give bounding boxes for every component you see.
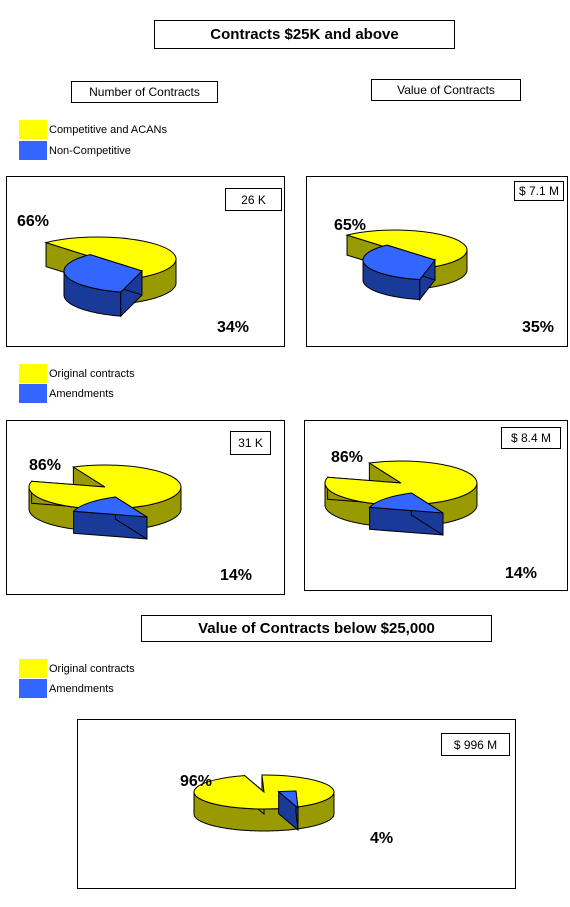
pie-slice-amendments bbox=[277, 790, 299, 832]
legend-label: Amendments bbox=[49, 682, 114, 695]
legend-item-amendments: Amendments bbox=[19, 384, 114, 403]
pie-svg bbox=[28, 464, 182, 540]
total-label: $ 996 M bbox=[441, 733, 510, 756]
legend-item-original: Original contracts bbox=[19, 364, 135, 383]
pie-slice-top bbox=[193, 774, 335, 810]
legend-item-non-competitive: Non-Competitive bbox=[19, 141, 131, 160]
pie-svg bbox=[44, 236, 177, 318]
number-of-contracts-heading: Number of Contracts bbox=[71, 81, 218, 103]
legend-swatch-blue bbox=[19, 679, 47, 698]
data-label-major: 66% bbox=[17, 213, 50, 230]
below-25000-title: Value of Contracts below $25,000 bbox=[141, 615, 492, 642]
total-label: $ 8.4 M bbox=[501, 427, 561, 449]
data-label-minor: 14% bbox=[505, 565, 538, 582]
pie-chart-number-of-contracts: 26 K 66% 34% bbox=[6, 176, 285, 347]
data-label-minor: 14% bbox=[220, 567, 253, 584]
pie-slice-non-competitive bbox=[362, 244, 436, 302]
legend-swatch-yellow bbox=[19, 659, 47, 678]
legend-item-competitive: Competitive and ACANs bbox=[19, 120, 167, 139]
pie-slice-top bbox=[362, 244, 436, 281]
total-label: 31 K bbox=[230, 431, 271, 455]
data-label-major: 86% bbox=[29, 457, 62, 474]
legend-label: Amendments bbox=[49, 387, 114, 400]
legend-swatch-blue bbox=[19, 141, 47, 160]
total-label: $ 7.1 M bbox=[514, 181, 564, 201]
pie-slice-top bbox=[277, 790, 299, 810]
pie-chart-below-25000: $ 996 M 96% 4% bbox=[77, 719, 516, 889]
data-label-major: 65% bbox=[334, 217, 367, 234]
pie-slice-top bbox=[368, 492, 444, 514]
pie-slice-top bbox=[28, 464, 182, 510]
pie-slice-amendments bbox=[72, 496, 148, 540]
data-label-minor: 4% bbox=[370, 830, 394, 847]
pie-slice-top bbox=[324, 460, 478, 506]
pie-slice-original-contracts bbox=[193, 774, 335, 832]
pie-slice-non-competitive bbox=[63, 253, 143, 318]
data-label-minor: 35% bbox=[522, 319, 555, 336]
main-title: Contracts $25K and above bbox=[154, 20, 455, 49]
legend-swatch-yellow bbox=[19, 364, 47, 383]
legend-label: Non-Competitive bbox=[49, 144, 131, 157]
pie-svg bbox=[193, 774, 335, 832]
pie-chart-number-of-contracts-amendments: 31 K 86% 14% bbox=[6, 420, 285, 595]
data-label-minor: 34% bbox=[217, 319, 250, 336]
pie-slice-amendments bbox=[368, 492, 444, 536]
total-label: 26 K bbox=[225, 188, 282, 211]
legend-item-amendments: Amendments bbox=[19, 679, 114, 698]
legend-label: Original contracts bbox=[49, 367, 135, 380]
legend-item-original: Original contracts bbox=[19, 659, 135, 678]
pie-svg bbox=[345, 229, 468, 302]
pie-slice-top bbox=[72, 496, 148, 518]
value-of-contracts-heading: Value of Contracts bbox=[371, 79, 521, 101]
pie-chart-value-of-contracts: $ 7.1 M 65% 35% bbox=[306, 176, 568, 347]
pie-slice-top bbox=[63, 254, 143, 293]
pie-chart-value-of-contracts-amendments: $ 8.4 M 86% 14% bbox=[304, 420, 568, 591]
legend-label: Original contracts bbox=[49, 662, 135, 675]
data-label-major: 96% bbox=[180, 773, 213, 790]
legend-swatch-blue bbox=[19, 384, 47, 403]
legend-label: Competitive and ACANs bbox=[49, 123, 167, 136]
data-label-major: 86% bbox=[331, 449, 364, 466]
legend-swatch-yellow bbox=[19, 120, 47, 139]
pie-svg bbox=[324, 460, 478, 536]
